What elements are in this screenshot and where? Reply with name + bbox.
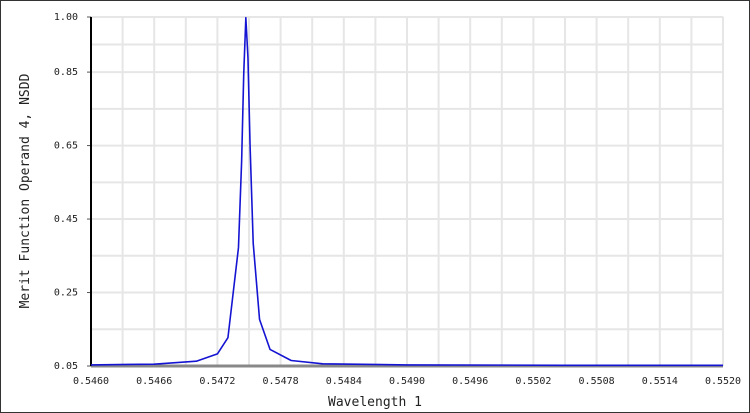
y-tick-label: 0.45 xyxy=(54,214,78,225)
y-tick-label: 1.00 xyxy=(54,12,78,23)
y-tick-label: 0.65 xyxy=(54,141,78,152)
x-axis-title: Wavelength 1 xyxy=(328,395,422,410)
x-tick-label: 0.5472 xyxy=(199,376,235,387)
x-tick-label: 0.5520 xyxy=(705,376,741,387)
x-tick-label: 0.5490 xyxy=(389,376,425,387)
x-tick-label: 0.5484 xyxy=(326,376,362,387)
x-tick-label: 0.5466 xyxy=(136,376,172,387)
y-tick-label: 0.85 xyxy=(54,67,78,78)
x-tick-label: 0.5508 xyxy=(579,376,615,387)
y-tick-label: 0.25 xyxy=(54,288,78,299)
x-tick-label: 0.5478 xyxy=(263,376,299,387)
x-tick-label: 0.5460 xyxy=(73,376,109,387)
x-tick-label: 0.5514 xyxy=(642,376,678,387)
data-line xyxy=(90,16,723,367)
y-axis-title: Merit Function Operand 4, NSDD xyxy=(18,73,33,308)
y-tick-label: 0.05 xyxy=(54,361,78,372)
x-tick-label: 0.5496 xyxy=(452,376,488,387)
x-tick-label: 0.5502 xyxy=(515,376,551,387)
